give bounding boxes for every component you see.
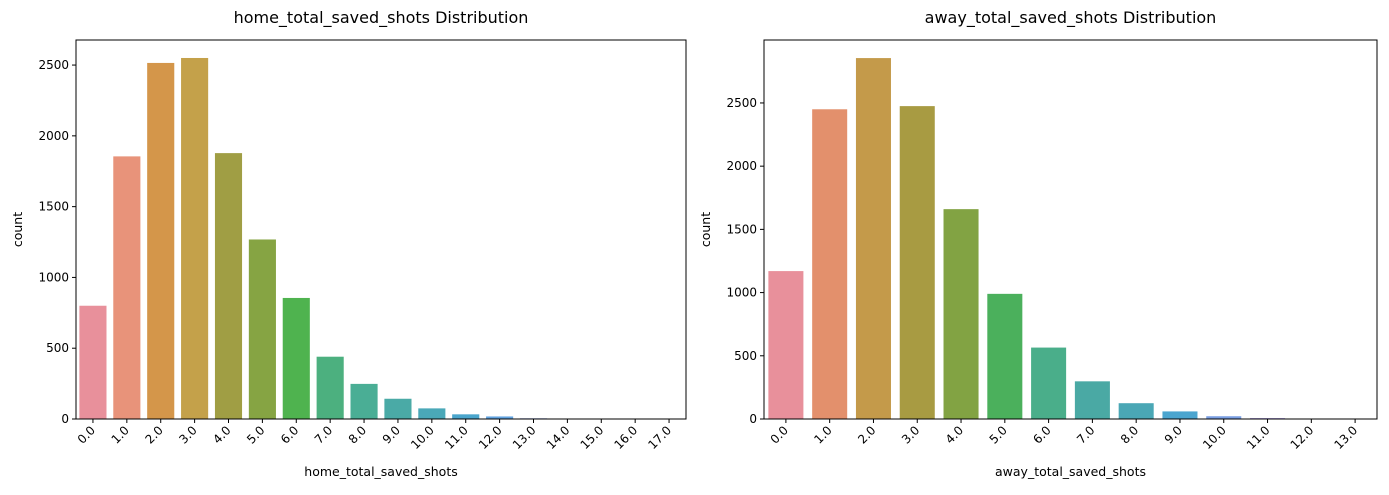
home-xtick-label: 17.0 — [645, 423, 674, 452]
away-bar-2-0 — [856, 58, 891, 419]
home-ytick-label: 1000 — [38, 270, 69, 284]
home-xtick-label: 8.0 — [346, 423, 369, 446]
away-bar-9-0 — [1162, 411, 1197, 419]
away-ytick-label: 1000 — [726, 286, 757, 300]
home-bar-1-0 — [113, 156, 140, 419]
home-xtick-label: 13.0 — [510, 423, 539, 452]
home-bar-11-0 — [452, 414, 479, 419]
home-xtick-label: 4.0 — [210, 423, 233, 446]
away-y-axis-label: count — [698, 212, 713, 247]
home-bar-4-0 — [215, 153, 242, 419]
home-ytick-label: 0 — [61, 412, 69, 426]
home-xtick-label: 6.0 — [278, 423, 301, 446]
away-bar-7-0 — [1075, 381, 1110, 419]
away-xtick-label: 13.0 — [1331, 423, 1360, 452]
home-xtick-label: 9.0 — [380, 423, 403, 446]
home-ytick-label: 2000 — [38, 129, 69, 143]
home-xtick-label: 2.0 — [142, 423, 165, 446]
home-chart-panel: 0 500 1000 1500 2000 2500 0.0 1.0 2.0 3.0 4.0 5.0 6.… — [10, 8, 686, 479]
home-xtick-label: 3.0 — [176, 423, 199, 446]
away-bar-8-0 — [1119, 403, 1154, 419]
away-ytick-label: 2500 — [726, 96, 757, 110]
away-xtick-label: 6.0 — [1030, 423, 1053, 446]
away-chart-panel: 0 500 1000 1500 2000 2500 0.0 1.0 2.0 3.0 4.0 5.0 6.… — [698, 8, 1377, 479]
home-ytick-label: 2500 — [38, 58, 69, 72]
home-y-axis-label: count — [10, 212, 25, 247]
away-chart-title: away_total_saved_shots Distribution — [925, 8, 1217, 28]
away-ytick-label: 0 — [749, 412, 757, 426]
home-bar-5-0 — [249, 239, 276, 419]
home-bar-7-0 — [317, 357, 344, 419]
home-bar-9-0 — [384, 399, 411, 419]
home-xtick-label: 1.0 — [109, 423, 132, 446]
home-xtick-label: 15.0 — [578, 423, 607, 452]
home-xtick-label: 14.0 — [544, 423, 573, 452]
home-bar-10-0 — [418, 408, 445, 419]
away-ytick-label: 2000 — [726, 159, 757, 173]
home-xtick-label: 7.0 — [312, 423, 335, 446]
away-xtick-label: 7.0 — [1074, 423, 1097, 446]
home-xtick-label: 16.0 — [611, 423, 640, 452]
home-bar-0-0 — [79, 306, 106, 419]
away-ytick-label: 1500 — [726, 222, 757, 236]
home-chart-title: home_total_saved_shots Distribution — [234, 8, 529, 28]
away-xtick-label: 5.0 — [987, 423, 1010, 446]
home-bar-3-0 — [181, 58, 208, 419]
home-xtick-label: 10.0 — [408, 423, 437, 452]
home-bar-6-0 — [283, 298, 310, 419]
home-xtick-label: 12.0 — [476, 423, 505, 452]
home-xtick-label: 11.0 — [442, 423, 471, 452]
away-ytick-label: 500 — [734, 349, 757, 363]
home-ytick-label: 500 — [46, 341, 69, 355]
away-xtick-label: 12.0 — [1288, 423, 1317, 452]
home-ytick-label: 1500 — [38, 200, 69, 214]
away-x-axis-label: away_total_saved_shots — [995, 464, 1146, 479]
away-xtick-label: 8.0 — [1118, 423, 1141, 446]
away-xtick-label: 9.0 — [1162, 423, 1185, 446]
away-bar-5-0 — [987, 294, 1022, 419]
away-bar-4-0 — [944, 209, 979, 419]
away-xtick-label: 2.0 — [855, 423, 878, 446]
away-xtick-label: 3.0 — [899, 423, 922, 446]
away-bar-6-0 — [1031, 348, 1066, 419]
away-xtick-label: 4.0 — [943, 423, 966, 446]
home-bar-2-0 — [147, 63, 174, 419]
home-xtick-label: 5.0 — [244, 423, 267, 446]
away-xtick-label: 10.0 — [1200, 423, 1229, 452]
away-bar-3-0 — [900, 106, 935, 419]
home-bar-8-0 — [351, 384, 378, 419]
away-bar-0-0 — [768, 271, 803, 419]
home-x-axis-label: home_total_saved_shots — [304, 464, 457, 479]
away-xtick-label: 0.0 — [768, 423, 791, 446]
home-xtick-label: 0.0 — [75, 423, 98, 446]
away-bar-1-0 — [812, 109, 847, 419]
away-xtick-label: 1.0 — [811, 423, 834, 446]
away-xtick-label: 11.0 — [1244, 423, 1273, 452]
